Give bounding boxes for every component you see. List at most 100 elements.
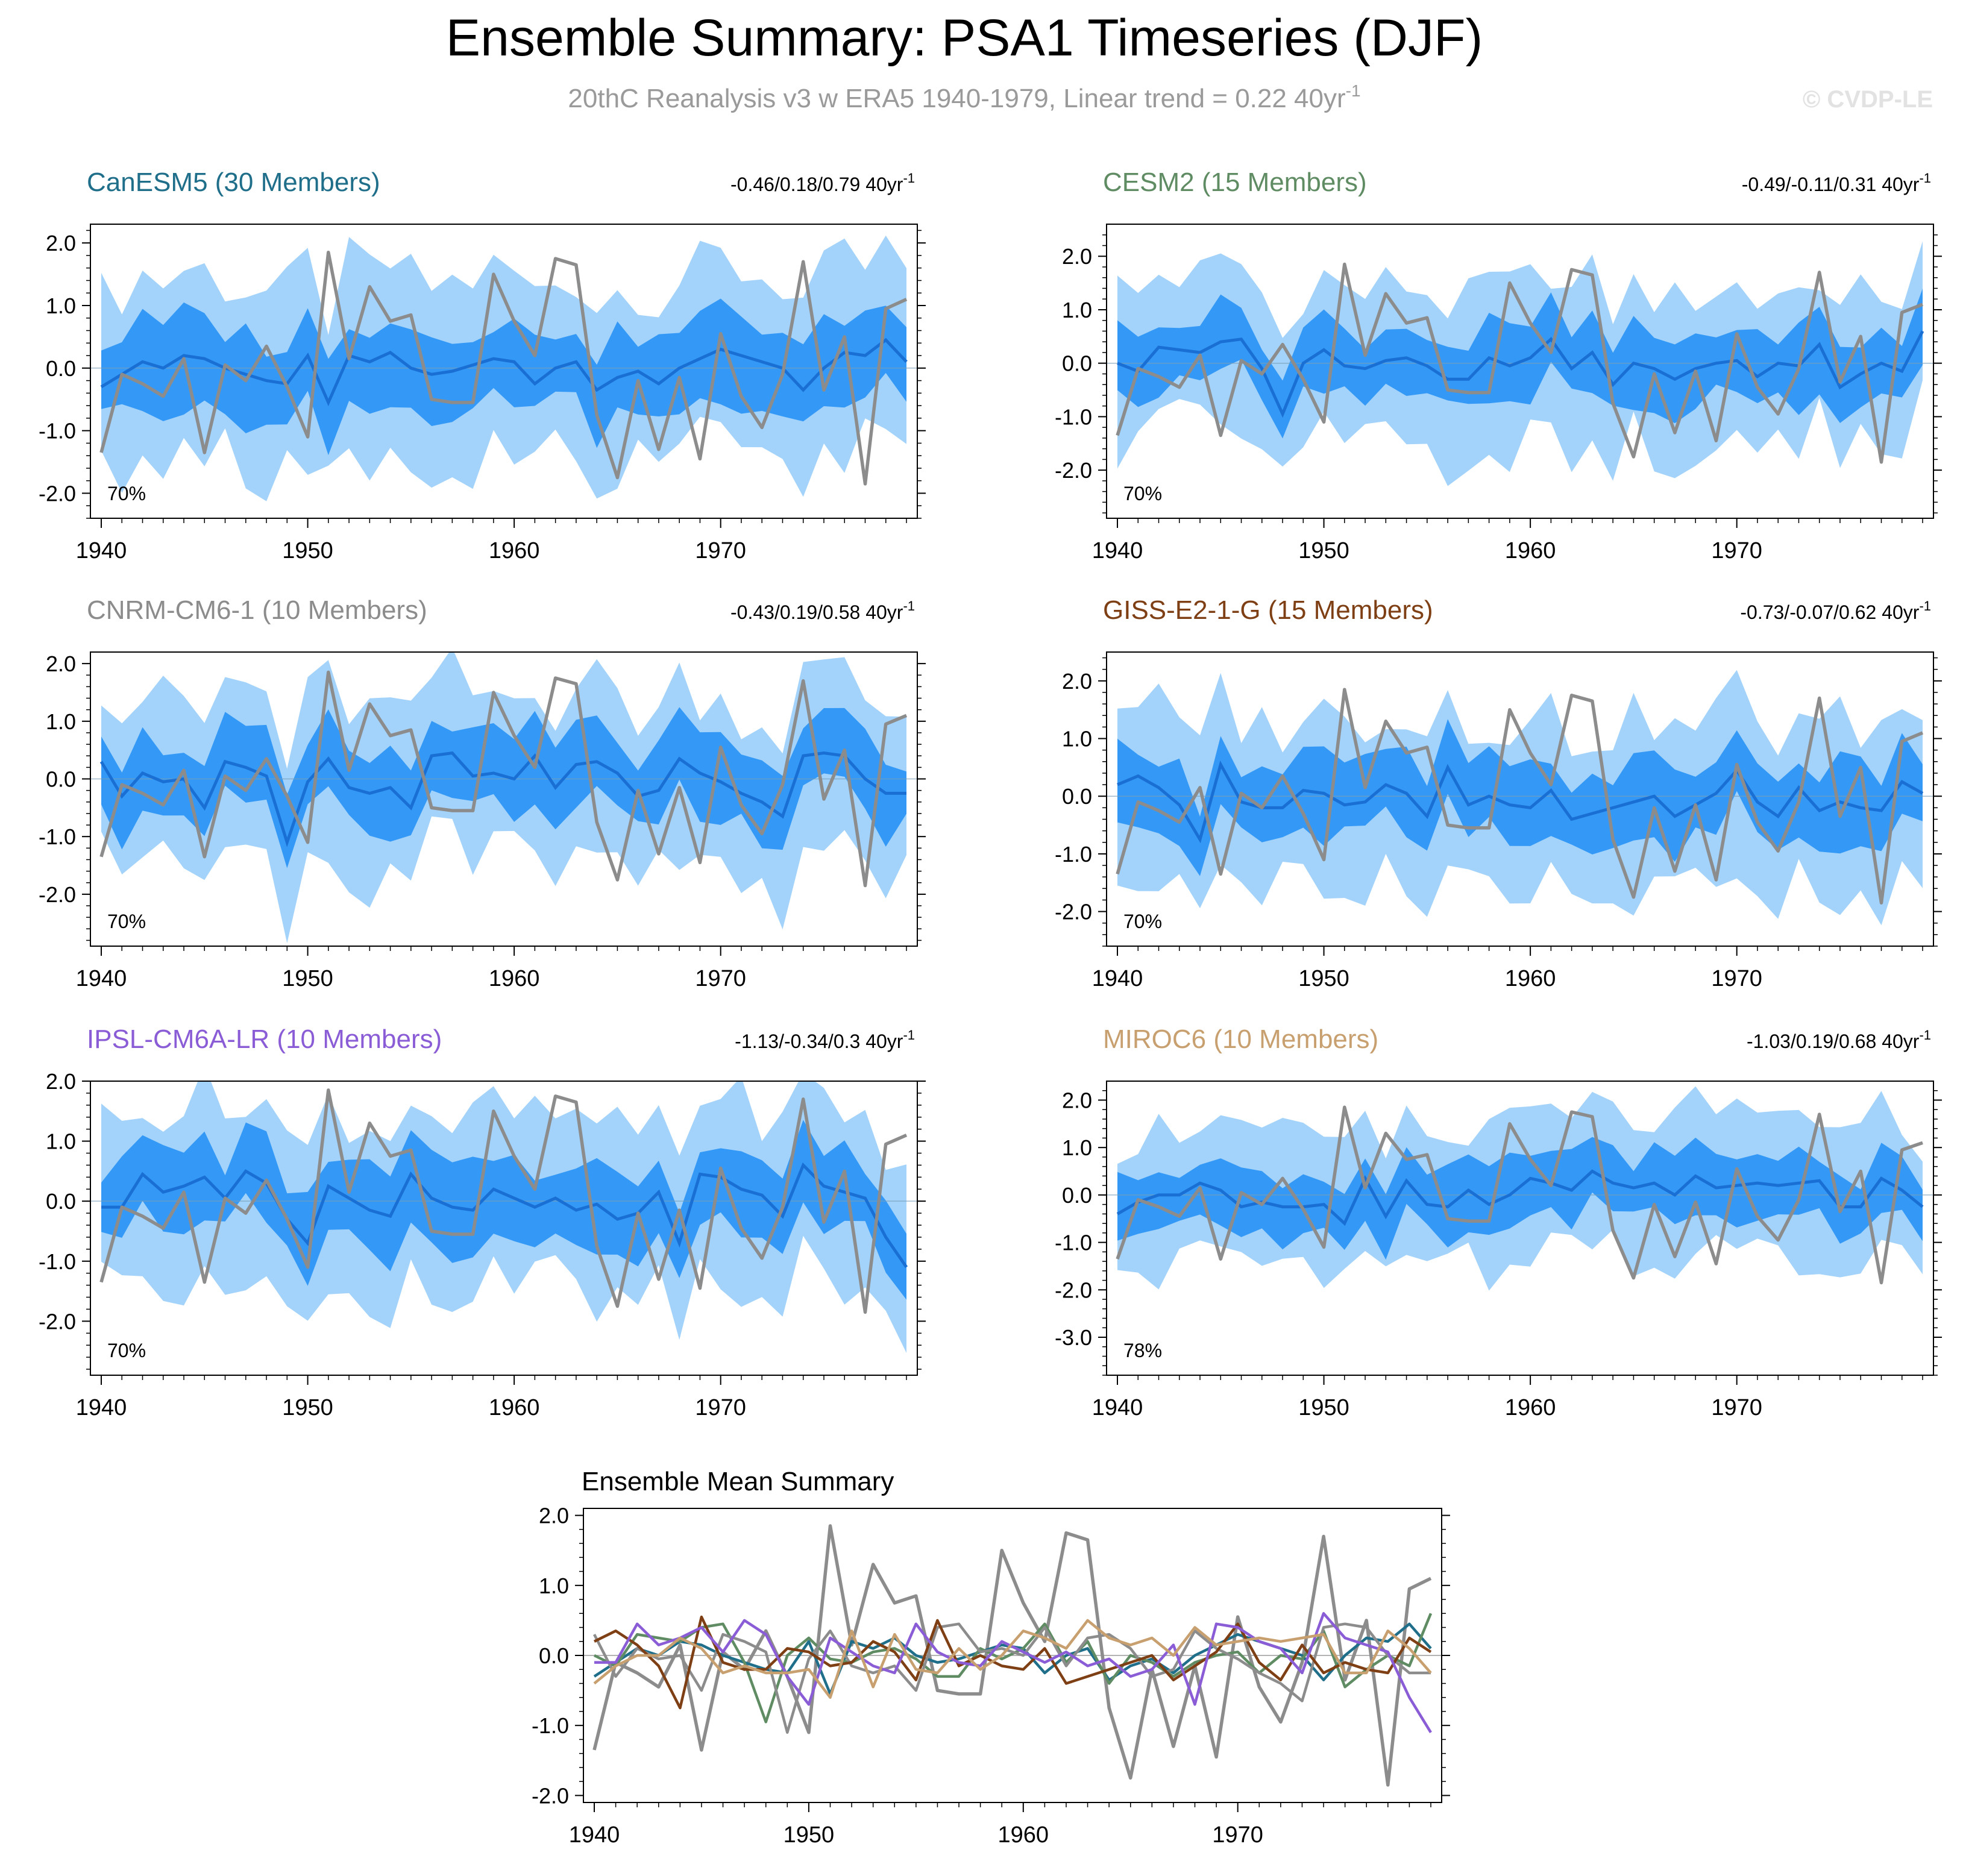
x-tick-label: 1960 — [489, 1395, 540, 1420]
summary-plot-area — [583, 1524, 1442, 1787]
panel-trend-range: -1.13/-0.34/0.3 40yr-1 — [735, 1027, 915, 1052]
x-tick-label: 1970 — [1711, 538, 1762, 563]
observed-series-line — [1116, 1105, 1923, 1285]
summary-title: Ensemble Mean Summary — [582, 1467, 894, 1496]
y-tick-label: -3.0 — [1055, 1325, 1092, 1350]
ensemble-mean-line — [101, 1162, 908, 1269]
panel-miroc6: 2.0 1.0 0.0 -1.0 -2.0 -3.0 1940 1950 1960 1970 MIR… — [1055, 1024, 1942, 1420]
watermark-logo: © CVDP-LE — [1803, 86, 1933, 113]
panel-frame — [1106, 651, 1934, 947]
y-tick-label: 0.0 — [46, 767, 76, 792]
x-tick-label: 1950 — [282, 1395, 333, 1420]
y-tick-label: -1.0 — [39, 824, 76, 849]
panel-frame — [1106, 224, 1934, 519]
panel-trend-range: -0.43/0.19/0.58 40yr-1 — [730, 598, 915, 623]
x-tick-label: 1960 — [489, 966, 540, 991]
y-tick-label: -1.0 — [1055, 1231, 1092, 1255]
y-tick-label: 1.0 — [46, 293, 76, 318]
ensemble-mean-line — [1116, 1169, 1924, 1226]
panel-canesm5: 2.0 1.0 0.0 -1.0 -2.0 1940 1950 1960 1970 CanESM5… — [39, 168, 926, 563]
x-tick-label: 1950 — [1298, 966, 1349, 991]
x-tick-label: 1970 — [695, 538, 746, 563]
panel-title: CNRM-CM6-1 (10 Members) — [87, 595, 427, 625]
panel-percent-label: 70% — [1123, 483, 1162, 504]
panel-title: MIROC6 (10 Members) — [1103, 1024, 1378, 1054]
model-panels: 2.0 1.0 0.0 -1.0 -2.0 1940 1950 1960 1970 CanESM5… — [39, 168, 1942, 1420]
x-tick-label: 1940 — [1092, 966, 1143, 991]
panel-frame — [1106, 1081, 1934, 1376]
y-tick-label: 0.0 — [1062, 1183, 1092, 1208]
panel-percent-label: 70% — [107, 1340, 146, 1361]
ensemble-mean-line — [1117, 330, 1924, 418]
y-tick-label: 0.0 — [46, 356, 76, 381]
plot-area — [90, 652, 917, 944]
y-tick-label: 2.0 — [46, 651, 76, 676]
x-tick-label: 1970 — [695, 1395, 746, 1420]
panel-title: GISS-E2-1-G (15 Members) — [1103, 595, 1433, 625]
y-tick-label: 2.0 — [1062, 244, 1092, 269]
panel-frame — [90, 651, 918, 947]
panel-ipsl-cm6a-lr: 2.0 1.0 0.0 -1.0 -2.0 1940 1950 1960 1970 IPSL-CM… — [39, 1024, 926, 1420]
y-tick-label: -2.0 — [39, 882, 76, 907]
panel-percent-label: 70% — [1123, 911, 1162, 932]
x-tick-label: 1970 — [695, 966, 746, 991]
y-tick-label: -2.0 — [1055, 458, 1092, 483]
x-tick-label: 1970 — [1711, 966, 1762, 991]
x-tick-label: 1940 — [76, 966, 127, 991]
y-tick-label: 2.0 — [539, 1504, 569, 1528]
y-tick-label: 2.0 — [1062, 669, 1092, 694]
y-tick-label: 1.0 — [1062, 298, 1092, 322]
subtitle-main: 20thC Reanalysis v3 w ERA5 1940-1979, Li… — [568, 84, 1345, 113]
panel-percent-label: 78% — [1123, 1340, 1162, 1361]
subtitle-superscript: -1 — [1346, 81, 1361, 100]
x-tick-label: 1970 — [1212, 1822, 1263, 1848]
plot-area — [1107, 241, 1933, 486]
y-tick-label: -2.0 — [532, 1783, 569, 1808]
summary-frame — [583, 1508, 1442, 1803]
y-tick-label: -2.0 — [1055, 900, 1092, 924]
observed-series-line — [1116, 262, 1923, 464]
plot-area — [1107, 1086, 1933, 1291]
observed-series-line — [1116, 688, 1924, 905]
panel-frame — [90, 224, 918, 519]
y-tick-label: -1.0 — [39, 419, 76, 444]
ensemble-inner-band — [101, 298, 906, 456]
ensemble-inner-band — [1117, 719, 1923, 876]
panel-frame — [90, 1081, 918, 1376]
panel-trend-range: -0.46/0.18/0.79 40yr-1 — [730, 171, 915, 195]
y-tick-label: -1.0 — [1055, 842, 1092, 867]
x-tick-label: 1950 — [1298, 538, 1349, 563]
panel-title: CanESM5 (30 Members) — [87, 168, 380, 197]
y-tick-label: -1.0 — [532, 1713, 569, 1738]
y-tick-label: -1.0 — [39, 1249, 76, 1274]
x-tick-label: 1940 — [569, 1822, 620, 1848]
panel-giss-e2-1-g: 2.0 1.0 0.0 -1.0 -2.0 1940 1950 1960 1970 GISS-E2… — [1055, 595, 1942, 991]
plot-area — [90, 1081, 917, 1354]
y-tick-label: 0.0 — [539, 1643, 569, 1668]
panel-trend-range: -0.49/-0.11/0.31 40yr-1 — [1742, 171, 1931, 195]
x-tick-label: 1950 — [282, 966, 333, 991]
observed-series-line — [99, 670, 908, 888]
x-tick-label: 1950 — [784, 1822, 835, 1848]
figure-title: Ensemble Summary: PSA1 Timeseries (DJF) — [446, 9, 1483, 67]
y-tick-label: 0.0 — [1062, 351, 1092, 376]
panel-percent-label: 70% — [107, 911, 146, 932]
x-tick-label: 1950 — [282, 538, 333, 563]
y-tick-label: -2.0 — [39, 1309, 76, 1334]
y-tick-label: 2.0 — [46, 231, 76, 256]
x-tick-label: 1960 — [998, 1822, 1049, 1848]
x-tick-label: 1940 — [1092, 538, 1143, 563]
plot-area — [1107, 670, 1933, 926]
x-tick-label: 1970 — [1711, 1395, 1762, 1420]
y-tick-label: 1.0 — [46, 1129, 76, 1154]
x-tick-label: 1940 — [76, 538, 127, 563]
y-tick-label: 2.0 — [46, 1069, 76, 1094]
observed-series-line — [99, 1088, 908, 1314]
summary-mean-line-cesm2 — [594, 1613, 1433, 1724]
panel-percent-label: 70% — [107, 483, 146, 504]
panel-trend-range: -0.73/-0.07/0.62 40yr-1 — [1740, 598, 1931, 623]
panel-title: CESM2 (15 Members) — [1103, 168, 1367, 197]
x-tick-label: 1960 — [1505, 1395, 1556, 1420]
